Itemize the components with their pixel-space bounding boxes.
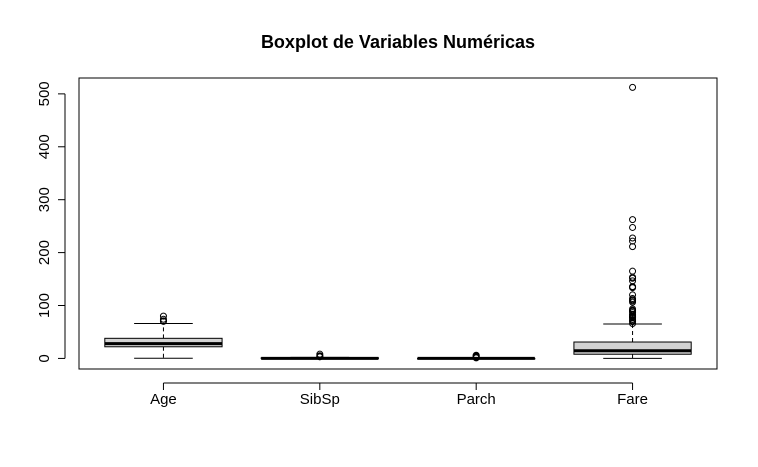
- box-sibsp: [260, 350, 379, 361]
- outlier-point: [629, 305, 637, 313]
- boxes: [104, 83, 692, 362]
- x-axis: Age SibSp Parch Fare: [150, 382, 648, 408]
- outlier-point: [629, 216, 637, 224]
- x-tick-label-age: Age: [150, 391, 177, 408]
- y-axis: 0 100 200 300 400 500: [36, 81, 66, 363]
- outlier-point: [629, 83, 637, 91]
- y-tick-label: 200: [36, 240, 53, 265]
- box-fare: [573, 83, 692, 359]
- y-tick-label: 100: [36, 293, 53, 318]
- outlier-point: [629, 234, 637, 242]
- x-tick-label-fare: Fare: [617, 391, 648, 408]
- y-tick-label: 300: [36, 187, 53, 212]
- chart-title: Boxplot de Variables Numéricas: [261, 32, 535, 52]
- outlier-point: [159, 315, 167, 323]
- outlier-point: [629, 294, 637, 302]
- outlier-point: [316, 350, 324, 358]
- y-tick-label: 0: [36, 354, 53, 362]
- outlier-point: [629, 277, 637, 285]
- box-age: [104, 312, 223, 359]
- outlier-point: [629, 267, 637, 275]
- outlier-point: [472, 351, 480, 359]
- outlier-point: [629, 237, 637, 245]
- box-parch: [417, 351, 536, 362]
- outlier-point: [159, 312, 167, 320]
- outlier-point: [629, 223, 637, 231]
- x-tick-label-sibsp: SibSp: [300, 391, 340, 408]
- plot-area-frame: [78, 77, 718, 370]
- outlier-point: [629, 291, 637, 299]
- iqr-box: [573, 341, 692, 355]
- y-tick-label: 500: [36, 81, 53, 106]
- y-tick-label: 400: [36, 134, 53, 159]
- x-tick-label-parch: Parch: [457, 391, 496, 408]
